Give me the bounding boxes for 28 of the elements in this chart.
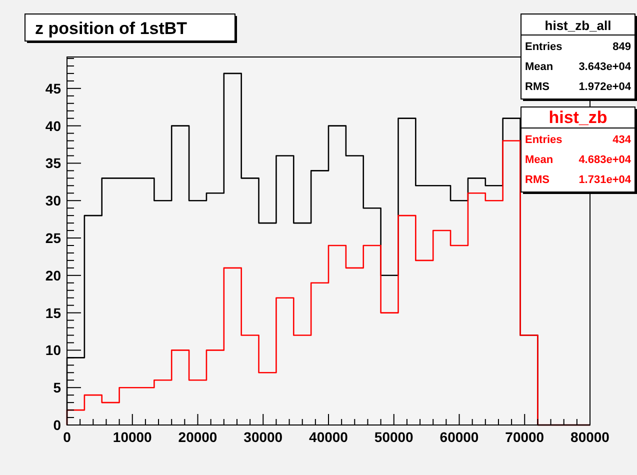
text: hist_zb_all [544, 18, 612, 33]
text: Entries 849 [525, 41, 631, 53]
x-tick-label: 80000 [570, 429, 610, 445]
y-tick-label: 10 [45, 342, 62, 358]
y-tick-label: 35 [45, 155, 62, 172]
y-tick-label: 15 [45, 304, 62, 321]
series-label: hist_zb [548, 108, 608, 127]
text: Mean 3.643e+04 [525, 61, 631, 73]
y-tick-label: 45 [45, 80, 62, 96]
y-tick-label: 20 [45, 267, 62, 284]
text: RMS 1.731e+04 [525, 174, 631, 186]
text: Mean 4.683e+04 [525, 154, 631, 166]
y-tick-label: 25 [45, 230, 62, 246]
x-tick-label: 70000 [505, 429, 544, 445]
x-tick-label: 50000 [374, 429, 414, 445]
x-tick-label: 0 [63, 429, 72, 445]
x-tick-label: 30000 [244, 429, 283, 445]
y-tick-label: 30 [45, 192, 62, 209]
x-tick-label: 60000 [440, 429, 479, 445]
y-tick-label: 0 [53, 417, 62, 433]
y-tick-label: 40 [45, 118, 62, 134]
x-tick-label: 10000 [112, 429, 152, 445]
chart-title: z position of 1stBT [35, 19, 188, 38]
text: Entries 434 [525, 134, 631, 146]
x-tick-label: 20000 [178, 429, 218, 445]
x-tick-label: 40000 [309, 429, 348, 445]
y-tick-label: 5 [53, 380, 62, 396]
text: RMS 1.972e+04 [525, 81, 631, 93]
